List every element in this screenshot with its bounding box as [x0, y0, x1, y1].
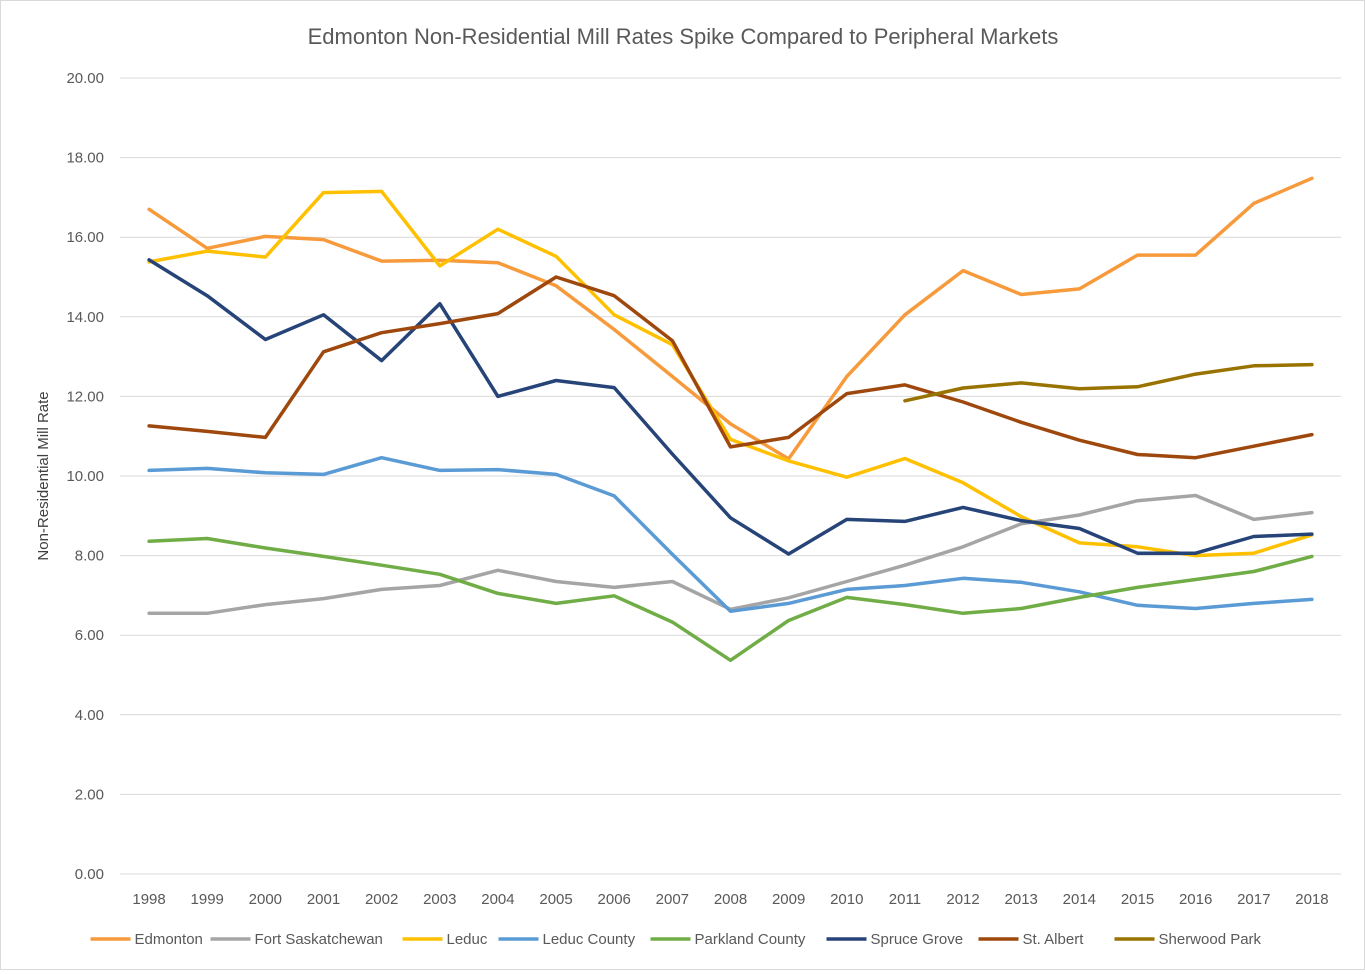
- x-tick-label: 2008: [714, 891, 747, 908]
- legend-item-spruce-grove: Spruce Grove: [826, 931, 964, 948]
- legend-item-edmonton: Edmonton: [90, 931, 203, 948]
- y-tick-label: 16.00: [66, 229, 104, 246]
- x-tick-label: 2010: [830, 891, 863, 908]
- series-line-parkland-county: [147, 536, 1314, 663]
- x-tick-labels: 1998 1999 2000 2001 2002 2003 2004 2005 2006 2007…: [132, 891, 1328, 908]
- series-line-spruce-grove: [147, 258, 1314, 556]
- legend-label: Parkland County: [695, 931, 806, 948]
- x-tick-label: 2003: [423, 891, 456, 908]
- gridlines: [120, 77, 1341, 875]
- x-tick-label: 2004: [481, 891, 514, 908]
- legend-item-sherwood-park: Sherwood Park: [1114, 931, 1262, 948]
- x-tick-label: 2005: [539, 891, 572, 908]
- x-tick-label: 2011: [889, 891, 921, 908]
- x-tick-label: 2012: [946, 891, 979, 908]
- x-tick-label: 2006: [598, 891, 631, 908]
- x-tick-label: 2016: [1179, 891, 1212, 908]
- y-tick-label: 2.00: [75, 786, 104, 803]
- legend-item-fort-saskatchewan: Fort Saskatchewan: [210, 931, 383, 948]
- chart-title: Edmonton Non-Residential Mill Rates Spik…: [308, 24, 1059, 49]
- legend-item-leduc-county: Leduc County: [498, 931, 636, 948]
- legend-label: Leduc County: [543, 931, 636, 948]
- series-line-leduc-county: [147, 455, 1314, 614]
- legend-item-st-albert: St. Albert: [978, 931, 1085, 948]
- y-tick-label: 18.00: [66, 150, 104, 167]
- x-tick-label: 2017: [1237, 891, 1270, 908]
- legend-label: Leduc: [447, 931, 488, 948]
- y-tick-label: 4.00: [75, 707, 104, 724]
- y-tick-labels: 0.00 2.00 4.00 6.00 8.00 10.00 12.00 14.00 16.00…: [66, 70, 104, 883]
- y-tick-label: 14.00: [66, 309, 104, 326]
- x-tick-label: 2013: [1005, 891, 1038, 908]
- x-tick-label: 2007: [656, 891, 689, 908]
- legend-label: Sherwood Park: [1159, 931, 1262, 948]
- series-lines: [147, 176, 1314, 663]
- x-tick-label: 2002: [365, 891, 398, 908]
- y-tick-label: 12.00: [66, 388, 104, 405]
- x-tick-label: 2014: [1063, 891, 1096, 908]
- legend-label: Edmonton: [135, 931, 203, 948]
- series-line-sherwood-park: [903, 362, 1314, 403]
- legend-label: St. Albert: [1023, 931, 1085, 948]
- legend-label: Spruce Grove: [871, 931, 964, 948]
- x-tick-label: 2001: [307, 891, 340, 908]
- y-tick-label: 10.00: [66, 468, 104, 485]
- x-tick-label: 2009: [772, 891, 805, 908]
- y-tick-label: 6.00: [75, 627, 104, 644]
- y-tick-label: 8.00: [75, 548, 104, 565]
- x-tick-label: 1999: [191, 891, 224, 908]
- legend-label: Fort Saskatchewan: [255, 931, 383, 948]
- legend: Edmonton Fort Saskatchewan Leduc Leduc Coun…: [90, 931, 1262, 948]
- x-tick-label: 1998: [132, 891, 165, 908]
- legend-item-leduc: Leduc: [402, 931, 488, 948]
- legend-item-parkland-county: Parkland County: [650, 931, 806, 948]
- y-tick-label: 0.00: [75, 866, 104, 883]
- y-tick-label: 20.00: [66, 70, 104, 87]
- y-axis-label: Non-Residential Mill Rate: [35, 391, 52, 560]
- series-line-st-albert: [147, 275, 1314, 460]
- x-tick-label: 2000: [249, 891, 282, 908]
- x-tick-label: 2018: [1295, 891, 1328, 908]
- series-line-edmonton: [147, 176, 1314, 461]
- x-tick-label: 2015: [1121, 891, 1154, 908]
